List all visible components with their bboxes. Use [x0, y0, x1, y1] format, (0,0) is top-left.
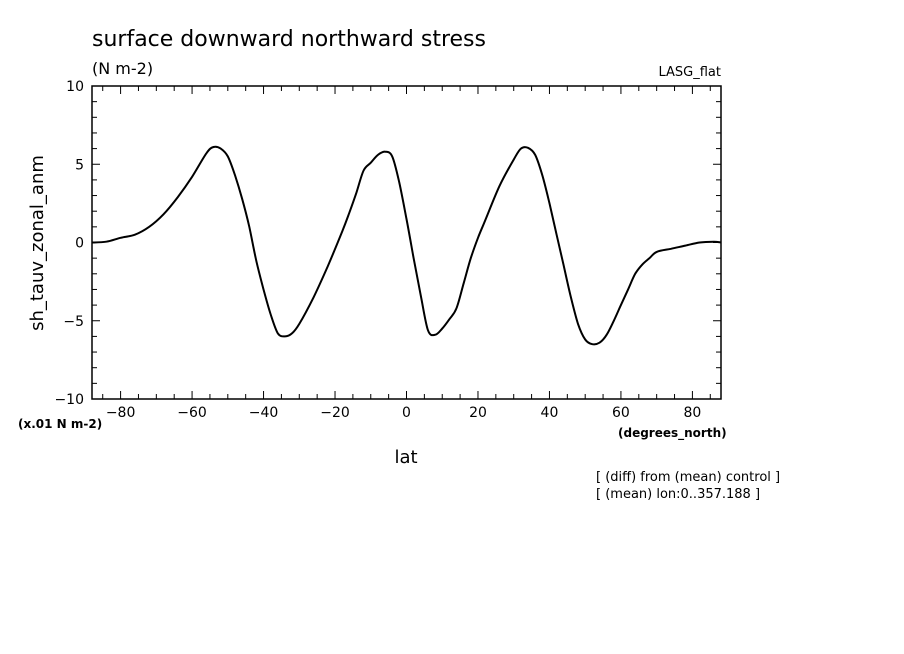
diff-note: [ (diff) from (mean) control ]: [596, 470, 780, 485]
axis-ticks: [92, 85, 721, 400]
chart-title: surface downward northward stress: [92, 27, 486, 52]
chart-subtitle-units: (N m-2): [92, 59, 153, 78]
y-axis-label: sh_tauv_zonal_anm: [27, 155, 48, 331]
x-tick-label: −60: [177, 405, 207, 421]
plot-area-frame: [91, 85, 722, 400]
y-tick-label: −5: [63, 314, 84, 330]
y-axis-unit: (x.01 N m-2): [18, 417, 102, 431]
x-tick-label: 20: [469, 405, 487, 421]
x-tick-label: −80: [106, 405, 136, 421]
y-tick-label: 10: [66, 79, 84, 95]
y-tick-label: 0: [75, 236, 84, 252]
x-axis-unit: (degrees_north): [618, 426, 727, 441]
mean-note: [ (mean) lon:0..357.188 ]: [596, 487, 760, 502]
series-line: [91, 145, 722, 346]
x-axis-label: lat: [394, 447, 417, 468]
y-tick-labels: −10 −5 0 5 10: [54, 79, 84, 408]
x-tick-label: 0: [402, 405, 411, 421]
x-tick-labels: −80 −60 −40 −20 0 20 40 60 80: [106, 405, 702, 421]
x-tick-label: 40: [541, 405, 559, 421]
experiment-label: LASG_flat: [658, 65, 721, 80]
x-tick-label: −20: [320, 405, 350, 421]
y-tick-label: −10: [54, 392, 84, 408]
x-tick-label: 60: [612, 405, 630, 421]
x-tick-label: 80: [683, 405, 701, 421]
y-tick-label: 5: [75, 157, 84, 173]
x-tick-label: −40: [249, 405, 279, 421]
